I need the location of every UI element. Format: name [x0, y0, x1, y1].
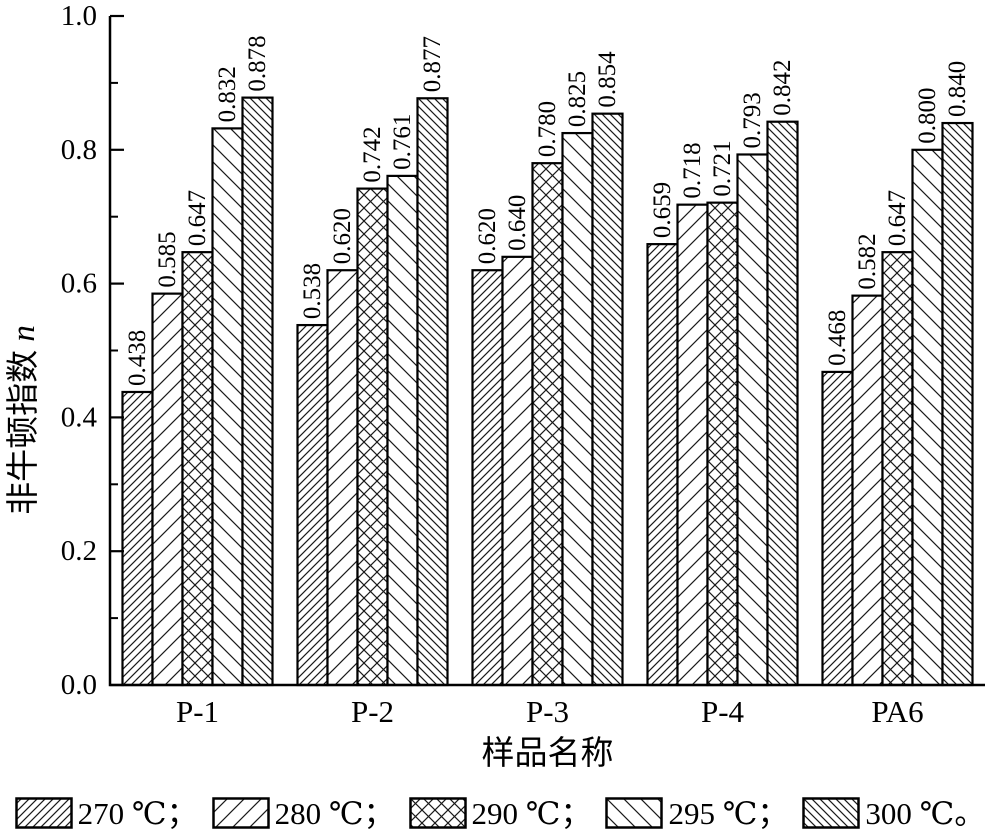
y-tick-label: 0.6	[61, 268, 97, 300]
legend-label: 280 ℃；	[274, 795, 395, 831]
chart-legend: 270 ℃； 280 ℃； 290 ℃； 295 ℃； 300 ℃。	[0, 790, 1000, 836]
y-tick-label: 0.4	[61, 401, 98, 433]
legend-item-290℃: 290 ℃；	[408, 795, 592, 831]
legend-swatch-diagonal-back-sparse	[605, 797, 664, 829]
bar-value-label: 0.878	[244, 35, 271, 91]
bar-P-3-280℃	[501, 255, 534, 687]
bar-value-label: 0.620	[474, 208, 501, 264]
bar-PA6-290℃	[881, 251, 914, 687]
bar-P-1-300℃	[241, 96, 274, 687]
bar-value-label: 0.468	[824, 310, 851, 366]
bar-P-2-300℃	[416, 97, 449, 687]
bar-P-3-300℃	[591, 112, 624, 687]
bar-P-2-290℃	[356, 187, 389, 687]
bar-P-4-290℃	[706, 201, 739, 687]
bar-P-4-300℃	[766, 120, 799, 687]
bar-value-label: 0.640	[504, 195, 531, 251]
bar-value-label: 0.761	[389, 114, 416, 170]
legend-label: 300 ℃。	[865, 795, 986, 831]
legend-item-270℃: 270 ℃；	[14, 795, 198, 831]
legend-swatch-crosshatch	[408, 797, 467, 829]
bar-PA6-280℃	[851, 294, 884, 687]
bar-value-label: 0.721	[709, 140, 736, 196]
bar-P-1-270℃	[121, 390, 154, 687]
bar-value-label: 0.647	[884, 190, 911, 246]
bar-value-label: 0.438	[124, 330, 151, 386]
bars-group: 0.4380.5850.6470.8320.8780.5380.6200.742…	[121, 35, 974, 687]
bar-value-label: 0.538	[299, 263, 326, 319]
bar-P-2-295℃	[386, 174, 419, 687]
bar-value-label: 0.647	[184, 190, 211, 246]
bar-value-label: 0.832	[214, 66, 241, 122]
bar-value-label: 0.800	[914, 88, 941, 144]
y-tick-label: 0.0	[61, 669, 97, 701]
y-tick-label: 0.8	[61, 134, 97, 166]
bar-value-label: 0.742	[359, 126, 386, 182]
x-category-label: P-1	[176, 694, 219, 729]
bar-P-3-290℃	[531, 162, 564, 687]
bar-P-1-290℃	[181, 251, 214, 687]
bar-P-4-295℃	[736, 153, 769, 687]
bar-PA6-300℃	[941, 121, 974, 687]
bar-PA6-270℃	[821, 370, 854, 687]
bar-P-1-295℃	[211, 127, 244, 687]
x-category-label: P-2	[351, 694, 394, 729]
bar-P-4-270℃	[646, 243, 679, 687]
bar-P-2-280℃	[326, 269, 359, 687]
legend-label: 270 ℃；	[77, 795, 198, 831]
legend-item-300℃: 300 ℃。	[802, 797, 985, 829]
x-category-label: P-3	[526, 694, 569, 729]
bar-value-label: 0.793	[739, 92, 766, 148]
bar-value-label: 0.659	[649, 182, 676, 238]
x-category-label: P-4	[701, 694, 745, 729]
bar-P-4-280℃	[676, 203, 709, 687]
bar-value-label: 0.718	[679, 142, 706, 198]
bar-value-label: 0.842	[769, 59, 796, 115]
y-axis-title: 非牛顿指数 n	[5, 325, 42, 515]
bar-value-label: 0.620	[329, 208, 356, 264]
legend-swatch-diagonal-forward-dense	[14, 797, 73, 829]
non-newtonian-index-bar-chart: 0.4380.5850.6470.8320.8780.5380.6200.742…	[5, 0, 985, 772]
bar-P-3-295℃	[561, 131, 594, 687]
x-axis-title: 样品名称	[482, 735, 614, 772]
legend-swatch-diagonal-forward-sparse	[211, 797, 270, 829]
legend-item-295℃: 295 ℃；	[605, 797, 788, 829]
bar-P-2-270℃	[296, 323, 329, 687]
bar-value-label: 0.840	[944, 61, 971, 117]
bar-P-3-270℃	[471, 269, 504, 687]
bar-value-label: 0.780	[534, 101, 561, 157]
bar-value-label: 0.582	[854, 233, 881, 289]
legend-item-280℃: 280 ℃；	[211, 795, 395, 831]
legend-swatch-diagonal-back-dense	[802, 797, 861, 829]
bar-value-label: 0.877	[419, 36, 446, 92]
bar-PA6-295℃	[911, 148, 944, 687]
bar-value-label: 0.854	[594, 51, 621, 108]
legend-label: 290 ℃；	[471, 795, 592, 831]
x-category-label: PA6	[871, 694, 923, 729]
bar-P-1-280℃	[151, 292, 184, 687]
bar-value-label: 0.825	[564, 71, 591, 127]
y-tick-label: 1.0	[61, 0, 97, 32]
legend-label: 295 ℃；	[668, 795, 789, 831]
bar-value-label: 0.585	[154, 231, 181, 287]
y-tick-label: 0.2	[61, 535, 97, 567]
